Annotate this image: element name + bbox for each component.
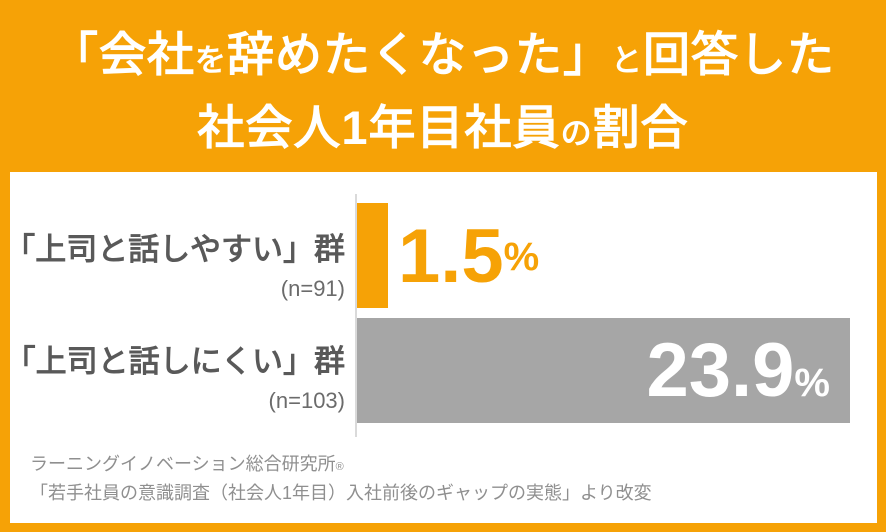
bar-value-hard-unit: % bbox=[794, 360, 830, 405]
category-label-hard-to-talk: 「上司と話しにくい」群 bbox=[4, 344, 345, 379]
bar-easy-to-talk bbox=[357, 203, 388, 308]
bar-value-easy: 1.5% bbox=[398, 212, 539, 302]
bar-hard-to-talk: 23.9% bbox=[357, 318, 850, 423]
bar-value-hard-number: 23.9 bbox=[646, 327, 795, 413]
bar-value-hard: 23.9% bbox=[647, 332, 831, 409]
page-title-line2: 社会人1年目社員の割合 bbox=[197, 101, 689, 154]
source-note: ラーニングイノベーション総合研究所® 「若手社員の意識調査（社会人1年目）入社前… bbox=[30, 451, 652, 506]
axis-baseline bbox=[355, 194, 357, 437]
sample-size-easy-to-talk: (n=91) bbox=[280, 276, 345, 301]
bar-value-easy-unit: % bbox=[503, 235, 540, 279]
bar-value-easy-number: 1.5 bbox=[398, 214, 504, 299]
page-title-line1: 「会社を辞めたくなった」と回答した bbox=[51, 28, 835, 81]
sample-size-hard-to-talk: (n=103) bbox=[268, 388, 345, 413]
category-label-easy-to-talk: 「上司と話しやすい」群 bbox=[4, 232, 345, 267]
source-line1: ラーニングイノベーション総合研究所® bbox=[30, 454, 344, 474]
plot-area: 1.5% 23.9% bbox=[357, 194, 852, 437]
registered-trademark-mark: ® bbox=[335, 461, 344, 473]
page-title: 「会社を辞めたくなった」と回答した 社会人1年目社員の割合 bbox=[0, 24, 886, 170]
source-line2: 「若手社員の意識調査（社会人1年目）入社前後のギャップの実態」より改変 bbox=[30, 483, 652, 503]
